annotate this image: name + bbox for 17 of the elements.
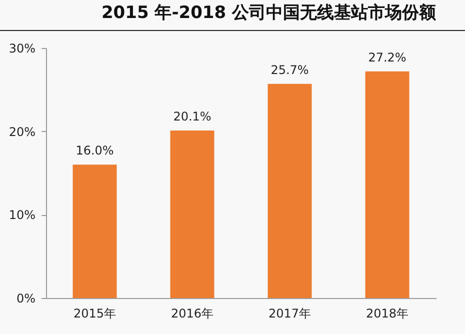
- y-tick-label: 10%: [8, 208, 36, 222]
- chart-title: 2015 年-2018 公司中国无线基站市场份额: [101, 3, 437, 23]
- bar: [365, 71, 410, 298]
- bar: [268, 84, 312, 298]
- y-tick-label: 30%: [8, 42, 36, 56]
- y-tick-label: 0%: [16, 292, 36, 306]
- data-label: 20.1%: [173, 110, 212, 124]
- x-tick-label: 2016年: [170, 306, 214, 320]
- y-tick-label: 20%: [8, 124, 36, 139]
- x-tick-label: 2015年: [73, 306, 116, 320]
- x-tick-label: 2018年: [366, 306, 409, 320]
- data-label: 16.0%: [76, 144, 114, 158]
- x-tick-label: 2017年: [268, 306, 312, 320]
- data-label: 27.2%: [368, 50, 406, 64]
- bar: [170, 130, 214, 298]
- data-label: 25.7%: [270, 62, 309, 77]
- bar: [72, 164, 117, 298]
